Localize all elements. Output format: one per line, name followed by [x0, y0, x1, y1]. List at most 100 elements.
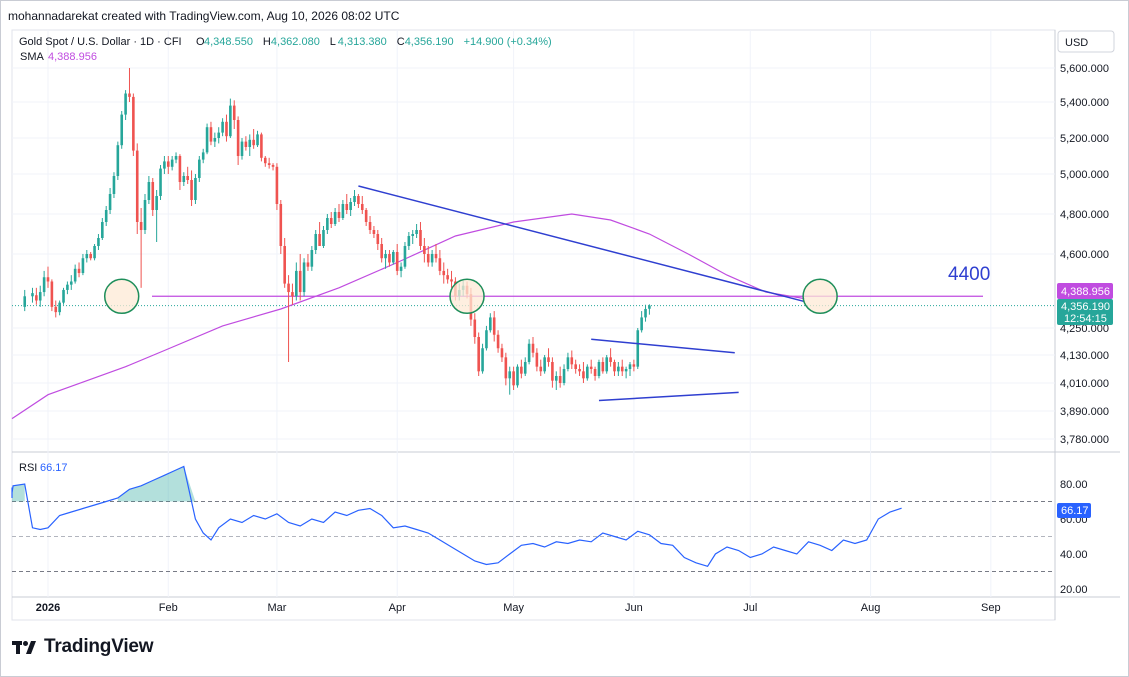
candle-body: [345, 204, 349, 210]
candle-body: [132, 96, 135, 151]
close-price-badge-text: 4,356.190: [1061, 301, 1110, 313]
level-annotation-4400: 4400: [948, 264, 990, 285]
tradingview-logo[interactable]: TradingView: [12, 636, 154, 658]
candle-body: [523, 362, 527, 374]
candle-body: [155, 196, 158, 210]
candle-body: [306, 262, 310, 267]
candle-body: [135, 150, 139, 222]
candle-body: [508, 371, 512, 379]
time-tick-label: Feb: [159, 602, 178, 614]
rsi-value-badge-text: 66.17: [1061, 505, 1089, 517]
touch-circle-marker: [103, 278, 140, 315]
candle-body: [143, 200, 147, 230]
candle-body: [295, 270, 298, 297]
candle-body: [341, 204, 345, 218]
candle-body: [504, 357, 508, 379]
rsi-overbought-fill: [117, 466, 196, 502]
candle-body: [423, 246, 426, 254]
candle-body: [578, 369, 581, 372]
candle-body: [442, 270, 446, 276]
candle-body: [225, 121, 228, 137]
candle-body: [512, 371, 515, 386]
rsi-tick-label: 80.00: [1060, 479, 1088, 491]
rsi-overbought-fill: [12, 484, 25, 502]
candle-body: [430, 254, 434, 263]
candle-body: [217, 132, 221, 138]
candle-body: [360, 204, 364, 210]
candle-body: [73, 268, 77, 282]
candle-body: [640, 317, 643, 331]
candle-body: [97, 238, 100, 246]
candle-body: [589, 366, 593, 369]
candle-body: [302, 262, 306, 293]
candle-body: [159, 168, 162, 196]
candle-body: [411, 234, 415, 236]
candle-body: [298, 270, 302, 293]
candle-body: [170, 159, 174, 167]
candle-body: [620, 366, 624, 372]
candle-body: [108, 194, 112, 210]
rsi-legend-value: 66.17: [40, 462, 68, 474]
candle-body: [516, 366, 519, 386]
attribution-text: mohannadarekat created with TradingView.…: [8, 9, 400, 23]
legend-ohlc-key: C: [397, 36, 405, 48]
candle-body: [628, 364, 632, 369]
candle-body: [50, 281, 54, 307]
candle-body: [372, 230, 376, 234]
candle-body: [399, 266, 403, 271]
rsi-value-badge: [1057, 503, 1091, 518]
candle-body: [384, 254, 387, 259]
candle-body: [582, 371, 585, 379]
candle-body: [329, 218, 333, 224]
candle-body: [605, 357, 609, 372]
candle-body: [500, 348, 504, 358]
candle-body: [543, 357, 546, 372]
time-tick-label: Apr: [389, 602, 406, 614]
candle-body: [554, 376, 558, 381]
legend-ohlc-value: 4,362.080: [271, 36, 320, 48]
candle-body: [392, 252, 395, 263]
candle-body: [551, 362, 554, 381]
candle-body: [166, 161, 170, 167]
price-tick-label: 5,600.000: [1060, 63, 1109, 75]
candle-body: [275, 166, 279, 204]
time-tick-label: May: [503, 602, 524, 614]
candle-body: [473, 319, 477, 337]
candle-body: [101, 222, 104, 238]
candle-body: [163, 161, 166, 169]
candle-body: [287, 283, 290, 293]
candle-body: [636, 330, 640, 367]
candle-body: [574, 364, 577, 369]
candle-body: [128, 93, 131, 97]
candle-body: [42, 277, 46, 293]
price-tick-label: 3,780.000: [1060, 434, 1109, 446]
time-tick-label: Jul: [743, 602, 757, 614]
touch-circle-marker: [449, 278, 485, 315]
candle-body: [147, 182, 151, 200]
legend-ohlc-value: 4,348.550: [204, 36, 253, 48]
legend-sma-label: SMA: [20, 51, 45, 63]
candle-body: [112, 176, 116, 194]
candle-body: [252, 139, 255, 146]
candle-body: [89, 254, 92, 259]
candle-body: [77, 268, 81, 274]
countdown-badge-text: 12:54:15: [1064, 313, 1107, 325]
candle-layer: [23, 68, 651, 395]
sma-layer: [11, 213, 805, 420]
candle-body: [496, 334, 500, 349]
legend-ohlc-key: H: [263, 36, 271, 48]
candle-body: [54, 306, 58, 313]
candle-body: [570, 357, 574, 365]
triangle-upper-line: [591, 338, 735, 354]
candle-body: [81, 258, 85, 274]
candle-body: [62, 289, 65, 303]
candle-body: [558, 376, 562, 383]
price-tick-label: 4,010.000: [1060, 378, 1109, 390]
legend-ohlc-value: 4,313.380: [338, 36, 387, 48]
candle-body: [213, 138, 217, 142]
currency-box[interactable]: [1057, 30, 1115, 53]
time-tick-label: Mar: [267, 602, 286, 614]
